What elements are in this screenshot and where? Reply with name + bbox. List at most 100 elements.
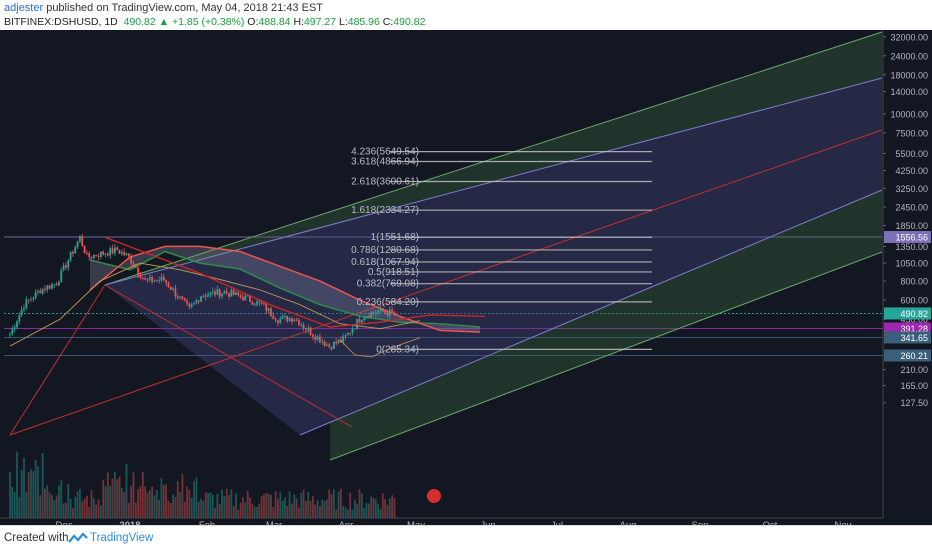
volume-bar — [209, 492, 212, 518]
candle-body — [116, 247, 119, 251]
candle-body — [274, 318, 277, 321]
volume-bar — [148, 489, 151, 518]
volume-bar — [349, 492, 352, 518]
channel-bottom-line — [329, 251, 883, 461]
tradingview-link[interactable]: TradingView — [90, 532, 154, 544]
volume-bar — [370, 496, 373, 518]
candle-body — [169, 286, 172, 290]
candle-body — [190, 304, 193, 307]
candle-body — [179, 296, 181, 298]
volume-bar — [356, 503, 359, 518]
candle-body — [349, 332, 352, 334]
candle-body — [291, 318, 293, 322]
x-tick-label: Aug — [620, 520, 637, 525]
volume-bar — [69, 498, 72, 518]
volume-bar — [72, 508, 74, 518]
volume-bar — [106, 472, 109, 518]
volume-bar — [302, 489, 305, 518]
close-label: C: — [382, 16, 394, 28]
volume-bar — [139, 486, 142, 518]
volume-bar — [332, 489, 335, 518]
x-tick-label: May — [407, 520, 425, 525]
volume-bar — [41, 453, 44, 518]
candle-body — [318, 336, 321, 343]
candle-body — [181, 296, 184, 299]
candle-body — [321, 341, 324, 343]
candle-body — [62, 265, 65, 271]
volume-bar — [181, 473, 184, 518]
candle-body — [265, 303, 268, 312]
candle-body — [85, 253, 88, 254]
candle-body — [246, 295, 249, 297]
candle-body — [302, 324, 305, 329]
tradingview-logo-icon — [68, 532, 88, 543]
candle-body — [312, 334, 314, 337]
volume-bar — [346, 509, 349, 518]
candle-body — [88, 253, 91, 257]
price-tag-bg — [884, 307, 931, 320]
chart-background — [0, 30, 932, 525]
volume-bars — [9, 451, 396, 518]
x-tick-label: Mar — [266, 520, 282, 525]
candle-body — [328, 344, 331, 347]
volume-bar — [16, 451, 18, 518]
volume-bar — [335, 509, 338, 518]
volume-bar — [267, 493, 270, 518]
volume-bar — [237, 509, 240, 518]
volume-bar — [253, 506, 256, 518]
candle-body — [113, 247, 116, 254]
volume-bar — [307, 491, 310, 518]
volume-bar — [277, 498, 279, 518]
y-tick-label: 1050.00 — [895, 259, 928, 269]
volume-bar — [141, 472, 144, 518]
candle-body — [193, 302, 195, 305]
price-chart[interactable]: 4.236(5649.54)3.618(4866.94) 2.618(3600.6… — [0, 30, 932, 525]
candle-body — [323, 341, 326, 346]
candle-body — [381, 308, 384, 312]
candle-body — [221, 293, 223, 297]
volume-bar — [111, 478, 114, 518]
candle-body — [330, 346, 333, 350]
candle-body — [37, 290, 39, 292]
channel-top-line — [104, 31, 883, 286]
volume-bar — [130, 485, 133, 518]
candle-body — [20, 309, 23, 315]
candle-body — [32, 298, 35, 300]
x-tick-label: 2018 — [119, 520, 140, 525]
y-tick-label: 18000.00 — [890, 70, 928, 80]
volume-bar — [58, 485, 60, 518]
candle-body — [284, 315, 286, 317]
volume-bar — [172, 494, 174, 518]
volume-bar — [155, 490, 158, 518]
candle-body — [235, 292, 237, 295]
volume-bar — [195, 477, 198, 518]
volume-bar — [291, 503, 293, 518]
channel-lower-line — [299, 189, 883, 436]
volume-bar — [116, 479, 119, 518]
candle-body — [65, 265, 67, 268]
candle-body — [353, 328, 356, 330]
volume-bar — [51, 494, 53, 518]
volume-bar — [365, 503, 368, 518]
volume-bar — [246, 491, 249, 518]
chart-header: adjester published on TradingView.com, M… — [0, 0, 932, 30]
volume-bar — [244, 502, 247, 518]
x-tick-label: Jul — [551, 520, 563, 525]
volume-bar — [270, 494, 272, 518]
fib-level-label: 1.618(2334.27) — [351, 205, 419, 216]
y-tick-label: 10000.00 — [890, 109, 928, 119]
candle-body — [55, 283, 58, 286]
volume-bar — [344, 507, 347, 518]
y-tick-label: 800.00 — [900, 277, 928, 287]
author-link[interactable]: adjester — [4, 2, 44, 14]
pitchfork-handle — [9, 284, 106, 436]
volume-bar — [200, 498, 202, 518]
volume-bar — [374, 499, 377, 518]
candle-body — [370, 312, 373, 318]
candle-body — [211, 291, 214, 293]
symbol-label: BITFINEX:DSHUSD, 1D — [4, 16, 118, 28]
candle-body — [253, 304, 256, 306]
volume-bar — [272, 507, 275, 518]
candle-body — [25, 299, 28, 309]
volume-bar — [293, 494, 296, 518]
